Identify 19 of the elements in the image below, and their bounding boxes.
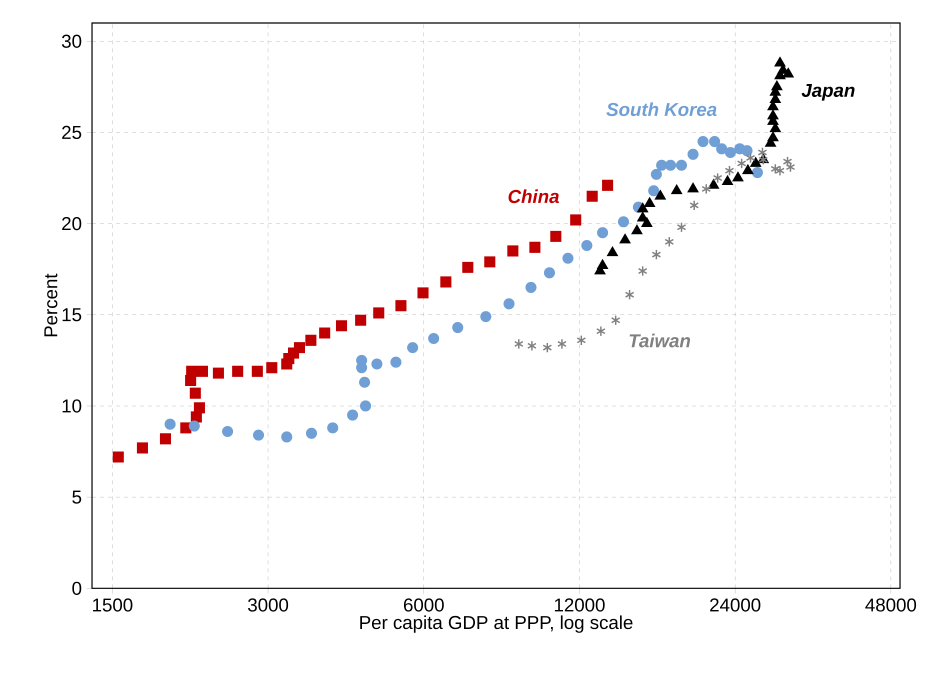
x-tick-label: 6000 (404, 598, 444, 612)
y-tick-label: 10 (62, 399, 82, 413)
series-label: Taiwan (630, 334, 690, 348)
y-tick-label: 0 (72, 582, 82, 595)
y-tick-label: 15 (62, 308, 82, 322)
y-tick-label: 20 (62, 216, 82, 230)
x-tick-label: 12000 (554, 598, 605, 612)
y-tick-label: 5 (72, 490, 82, 504)
x-axis-title: Per capita GDP at PPP, log scale (360, 615, 632, 633)
y-tick-label: 30 (62, 34, 82, 48)
x-tick-label: 3000 (248, 598, 288, 612)
x-tick-label: 24000 (710, 598, 760, 612)
series-label: South Korea (606, 102, 717, 116)
y-axis-title: Percent (44, 274, 58, 336)
x-tick-label: 1500 (93, 598, 132, 612)
series-label: China (508, 189, 559, 204)
x-tick-label: 48000 (865, 598, 916, 612)
series-label: Japan (802, 84, 855, 101)
y-tick-label: 25 (62, 126, 82, 140)
